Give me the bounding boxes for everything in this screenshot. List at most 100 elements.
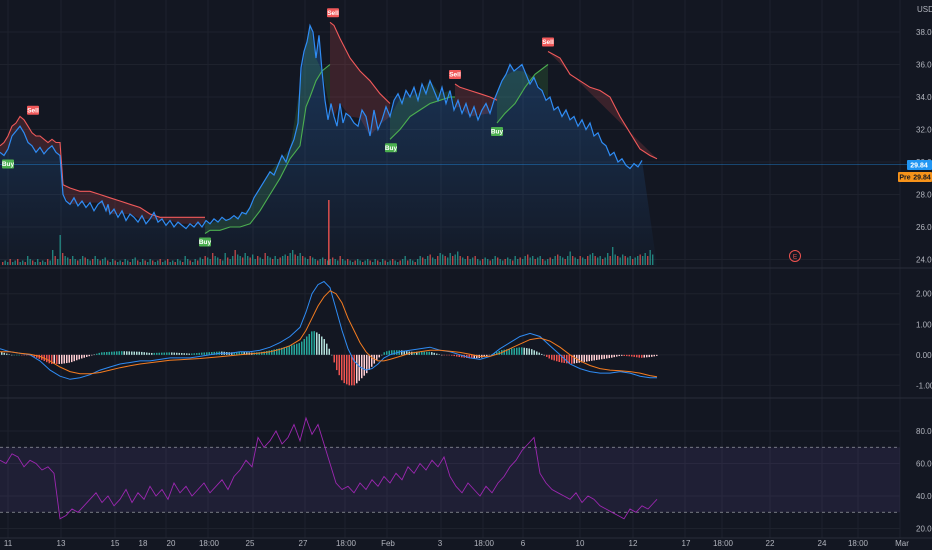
macd-histogram-bar	[423, 351, 425, 355]
volume-bar	[347, 259, 349, 265]
macd-histogram-bar	[278, 348, 280, 355]
x-tick-label: 18:00	[199, 539, 220, 548]
volume-bar	[84, 257, 86, 265]
volume-bar	[437, 256, 439, 265]
macd-histogram-bar	[61, 354, 63, 364]
volume-bar	[537, 257, 539, 265]
volume-bar	[2, 262, 4, 265]
macd-histogram-bar	[571, 354, 573, 364]
volume-bar	[487, 259, 489, 265]
volume-bar	[169, 262, 171, 265]
macd-histogram-bar	[206, 352, 208, 355]
volume-bar	[219, 259, 221, 265]
macd-histogram-bar	[493, 353, 495, 355]
stop-line-down	[547, 51, 658, 160]
macd-histogram-bar	[401, 350, 403, 355]
currency-label: USD	[917, 5, 932, 14]
volume-bar	[337, 260, 339, 265]
price-axis-tick: 38.00	[916, 28, 932, 37]
macd-histogram-bar	[573, 354, 575, 364]
buy-signal: Buy	[491, 127, 504, 136]
volume-bar	[59, 235, 61, 265]
macd-histogram-bar	[526, 348, 528, 355]
volume-bar	[377, 260, 379, 265]
macd-axis-tick: 0.00	[916, 351, 932, 360]
macd-histogram-bar	[283, 347, 285, 355]
signal-badge	[542, 37, 554, 47]
macd-histogram-bar	[6, 353, 8, 355]
macd-histogram-bar	[261, 351, 263, 355]
volume-bar	[19, 262, 21, 265]
macd-histogram-bar	[56, 354, 58, 364]
volume-bar	[162, 262, 164, 265]
volume-bar	[297, 256, 299, 265]
macd-histogram-bar	[531, 349, 533, 355]
volume-bar	[164, 260, 166, 265]
volume-bar	[212, 253, 214, 265]
macd-histogram-bar	[108, 351, 110, 355]
macd-histogram-bar	[568, 354, 570, 364]
macd-histogram-bar	[421, 351, 423, 355]
x-tick-label: 13	[57, 539, 66, 548]
volume-bar	[292, 250, 294, 265]
macd-histogram-bar	[76, 354, 78, 361]
macd-histogram-bar	[566, 354, 568, 364]
volume-bar	[624, 256, 626, 265]
volume-bar	[404, 256, 406, 265]
macd-histogram-bar	[586, 354, 588, 362]
signal-label: Sell	[449, 72, 461, 79]
macd-histogram-bar	[266, 350, 268, 355]
sell-signal: Sell	[27, 105, 39, 115]
volume-bar	[449, 253, 451, 265]
price-axis-tick: 36.00	[916, 61, 932, 70]
macd-histogram-bar	[336, 354, 338, 371]
volume-bar	[544, 260, 546, 265]
macd-histogram-bar	[236, 352, 238, 355]
volume-bar	[442, 254, 444, 265]
volume-bar	[512, 260, 514, 265]
volume-bar	[414, 262, 416, 265]
x-tick-label: 18:00	[848, 539, 869, 548]
macd-histogram-bar	[473, 354, 475, 359]
macd-histogram-bar	[623, 354, 625, 356]
macd-histogram-bar	[631, 354, 633, 357]
volume-bar	[559, 256, 561, 265]
macd-histogram-bar	[428, 351, 430, 355]
macd-histogram-bar	[196, 353, 198, 355]
volume-bar	[359, 260, 361, 265]
volume-bar	[209, 259, 211, 265]
macd-histogram-bar	[38, 354, 40, 359]
volume-bar	[497, 257, 499, 265]
volume-bar	[67, 257, 69, 265]
volume-bar	[464, 259, 466, 265]
macd-histogram-bar	[263, 351, 265, 355]
macd-histogram-bar	[276, 348, 278, 355]
volume-bar	[327, 260, 329, 265]
macd-histogram-bar	[381, 354, 383, 356]
macd-histogram-bar	[476, 354, 478, 359]
axes: USD 11 13 15 18 20 18:00 25 27 18:00 Feb 3 18:00 6 10…	[4, 5, 932, 548]
macd-histogram-bar	[83, 354, 85, 358]
volume-bar	[269, 257, 271, 265]
macd-histogram-bar	[118, 351, 120, 355]
macd-histogram-bar	[88, 354, 90, 357]
macd-histogram-bar	[591, 354, 593, 361]
volume-bar	[24, 262, 26, 265]
stop-line-down	[0, 115, 205, 218]
volume-bar	[489, 260, 491, 265]
x-tick-label: 18:00	[713, 539, 734, 548]
macd-histogram-bar	[106, 352, 108, 355]
volume-bar	[79, 259, 81, 265]
volume-bar	[532, 256, 534, 265]
earnings-marker[interactable]: E	[789, 250, 801, 262]
volume-bar	[52, 250, 54, 265]
volume-bar	[424, 259, 426, 265]
macd-histogram-bar	[443, 354, 445, 356]
signal-label: Sell	[27, 107, 39, 114]
volume-bar	[567, 256, 569, 265]
macd-histogram-bar	[126, 351, 128, 355]
macd-histogram-bar	[498, 350, 500, 355]
macd-histogram-bar	[201, 352, 203, 355]
volume-bar	[217, 257, 219, 265]
